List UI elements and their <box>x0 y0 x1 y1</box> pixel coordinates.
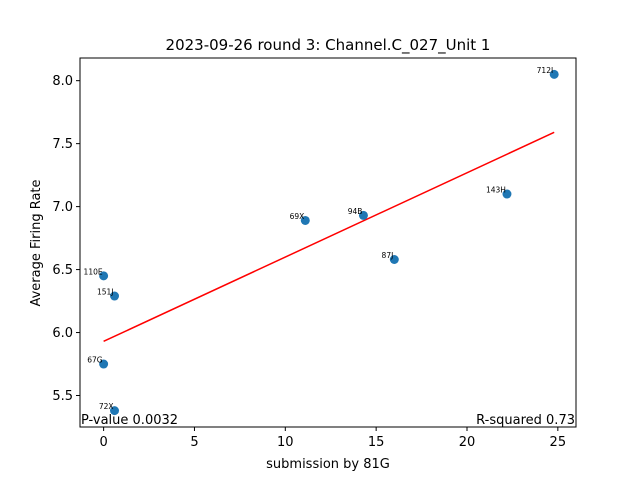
x-tick-label: 0 <box>99 435 107 450</box>
regression-line <box>103 131 555 343</box>
y-tick-label: 5.5 <box>52 389 73 404</box>
data-point <box>358 210 368 220</box>
x-tick-label: 15 <box>368 435 385 450</box>
x-tick-label: 10 <box>277 435 294 450</box>
data-point <box>99 271 109 281</box>
y-tick-label: 6.5 <box>52 263 73 278</box>
y-tick-label: 7.0 <box>52 200 73 215</box>
data-point <box>110 406 120 416</box>
plot-frame <box>79 57 577 428</box>
point-label: 72X <box>99 402 114 411</box>
point-label: 94B <box>348 207 363 216</box>
x-tick-label: 20 <box>459 435 476 450</box>
data-point <box>389 255 399 265</box>
chart-title: 2023-09-26 round 3: Channel.C_027_Unit 1 <box>166 36 491 55</box>
point-label: 712I <box>537 66 554 75</box>
point-label: 143H <box>486 186 506 195</box>
y-tick-label: 8.0 <box>52 74 73 89</box>
data-point <box>110 291 120 301</box>
point-label: 87J <box>382 251 394 260</box>
point-label: 151J <box>97 288 114 297</box>
y-tick-label: 6.0 <box>52 326 73 341</box>
data-point <box>549 69 559 79</box>
y-tick-label: 7.5 <box>52 137 73 152</box>
data-point <box>502 189 512 199</box>
plot-layer: 0 5 10 15 20 25 5.5 6.0 6.5 7.0 7.5 8.0 712I 143H 94B 6… <box>52 57 577 450</box>
data-point <box>300 215 310 225</box>
point-label: 67G <box>87 356 103 365</box>
point-label: 69X <box>290 212 305 221</box>
y-axis-title: Average Firing Rate <box>29 179 44 306</box>
x-axis-title: submission by 81G <box>266 457 390 472</box>
data-point <box>99 359 109 369</box>
point-label: 110E <box>84 267 103 276</box>
r-squared-annotation: R-squared 0.73 <box>476 413 575 428</box>
x-tick-label: 25 <box>550 435 567 450</box>
p-value-annotation: P-value 0.0032 <box>81 413 178 428</box>
x-tick-label: 5 <box>190 435 198 450</box>
